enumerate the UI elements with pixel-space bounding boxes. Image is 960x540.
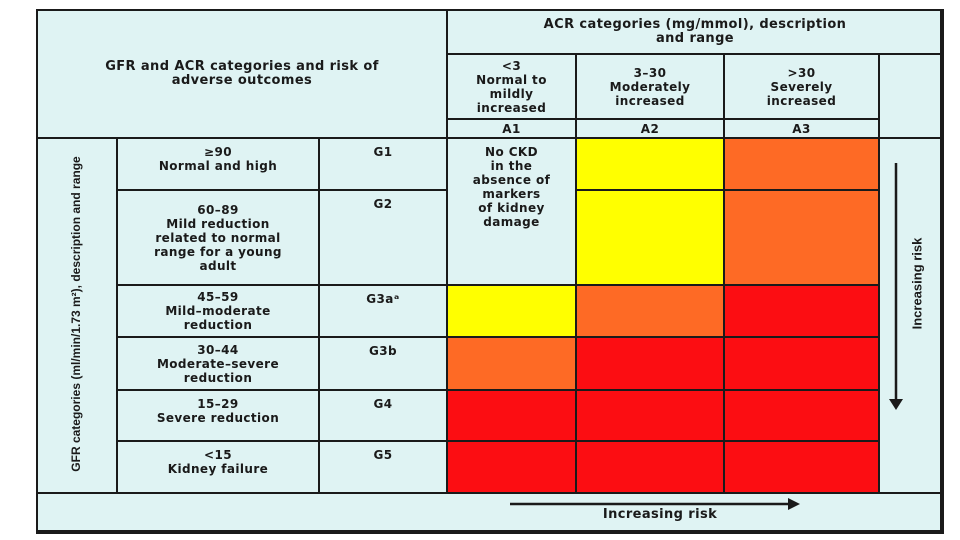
risk-cell-G3b-a3: [723, 336, 880, 391]
gfr-row-5-description-text: 15–29 Severe reduction: [156, 397, 280, 425]
risk-cell-G3a-a3: [723, 284, 880, 338]
gfr-row-6-code-text: G5: [373, 448, 393, 462]
acr-categories-header-text: ACR categories (mg/mmol), description an…: [543, 17, 847, 46]
right-arrow-icon: [510, 498, 800, 510]
acr-column-3-description-text: >30 Severely increased: [766, 65, 837, 108]
acr-column-2-description-text: 3–30 Moderately increased: [609, 65, 691, 108]
gfr-row-3-description-text: 45–59 Mild–moderate reduction: [165, 290, 271, 332]
table-title-text: GFR and ACR categories and risk of adver…: [105, 59, 379, 88]
no-ckd-note: No CKD in the absence of markers of kidn…: [446, 137, 577, 286]
gfr-row-1-description-text: ≥90 Normal and high: [158, 145, 278, 173]
gfr-row-2-description-text: 60–89 Mild reduction related to normal r…: [154, 202, 282, 273]
risk-cell-G1-a2: [575, 137, 725, 191]
risk-cell-G4-a1: [446, 389, 577, 442]
increasing-risk-horizontal-label: Increasing risk: [602, 507, 718, 522]
down-arrow-icon: [889, 163, 903, 410]
acr-column-1-code-text: A1: [502, 121, 521, 136]
no-ckd-note-text: No CKD in the absence of markers of kidn…: [472, 145, 551, 229]
risk-cell-G2-a3: [723, 189, 880, 286]
gfr-row-3-description: 45–59 Mild–moderate reduction: [116, 284, 320, 338]
gfr-row-2-code-text: G2: [373, 197, 393, 211]
acr-column-2-code-text: A2: [640, 121, 660, 136]
risk-cell-G4-a2: [575, 389, 725, 442]
gfr-row-5-code-text: G4: [373, 397, 393, 411]
gfr-row-1-code-text: G1: [373, 145, 393, 159]
horizontal-risk-row: [36, 492, 944, 534]
gfr-row-4-code-text: G3b: [369, 344, 397, 358]
gfr-row-3-code-text: G3aᵃ: [366, 292, 400, 306]
acr-column-1-description-text: <3 Normal to mildly increased: [476, 58, 547, 115]
acr-column-3-code-text: A3: [792, 121, 811, 136]
gfr-row-6-description-text: <15 Kidney failure: [167, 448, 269, 476]
gfr-row-4-description-text: 30–44 Moderate–severe reduction: [156, 342, 280, 385]
